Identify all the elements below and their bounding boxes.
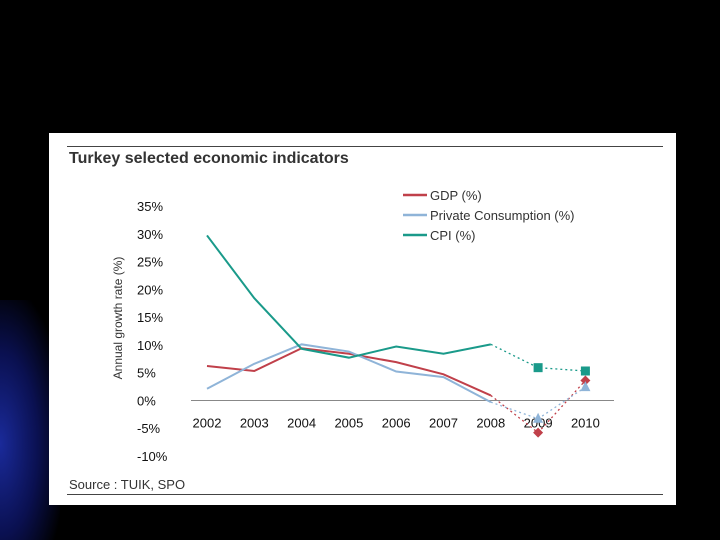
data-point-marker: [580, 366, 590, 376]
chart-card: Turkey selected economic indicators 35% 3…: [49, 133, 676, 505]
x-tick-label: 2008: [476, 415, 505, 430]
y-axis-label: Annual growth rate (%): [111, 257, 125, 380]
series-line-0: [206, 347, 492, 397]
y-tick-label: 5%: [137, 366, 156, 381]
legend-entry: CPI (%): [430, 228, 476, 243]
x-tick-label: 2010: [571, 415, 600, 430]
data-point-marker: [533, 412, 544, 423]
data-point-marker: [580, 381, 591, 392]
y-tick-label: 30%: [137, 227, 163, 242]
bottom-rule: [67, 494, 663, 495]
x-tick-label: 2007: [429, 415, 458, 430]
source-note: Source : TUIK, SPO: [69, 477, 186, 492]
x-tick-label: 2002: [193, 415, 222, 430]
top-rule: [67, 146, 663, 147]
legend-entry: GDP (%): [430, 188, 482, 203]
data-point-marker: [533, 427, 544, 438]
y-tick-label: -5%: [137, 421, 161, 436]
y-tick-label: -10%: [137, 449, 168, 464]
chart-title: Turkey selected economic indicators: [69, 150, 349, 167]
data-point-marker: [580, 375, 591, 386]
y-tick-label: 35%: [137, 199, 163, 214]
x-tick-label: 2004: [287, 415, 316, 430]
y-tick-label: 0%: [137, 393, 156, 408]
line-chart: 35% 30% 25% 20% 15% 10% 5% 0% -5% -10% 2002 2003 200…: [111, 188, 614, 464]
x-tick-label: 2005: [334, 415, 363, 430]
data-point-marker: [533, 363, 543, 373]
y-tick-label: 25%: [137, 255, 163, 270]
x-tick-label: 2006: [382, 415, 411, 430]
y-tick-label: 10%: [137, 338, 163, 353]
legend-entry: Private Consumption (%): [430, 208, 575, 223]
series-line-2: [206, 234, 491, 359]
y-tick-label: 20%: [137, 282, 163, 297]
y-tick-label: 15%: [137, 310, 163, 325]
x-tick-label: 2003: [240, 415, 269, 430]
series-line-1: [206, 343, 492, 403]
